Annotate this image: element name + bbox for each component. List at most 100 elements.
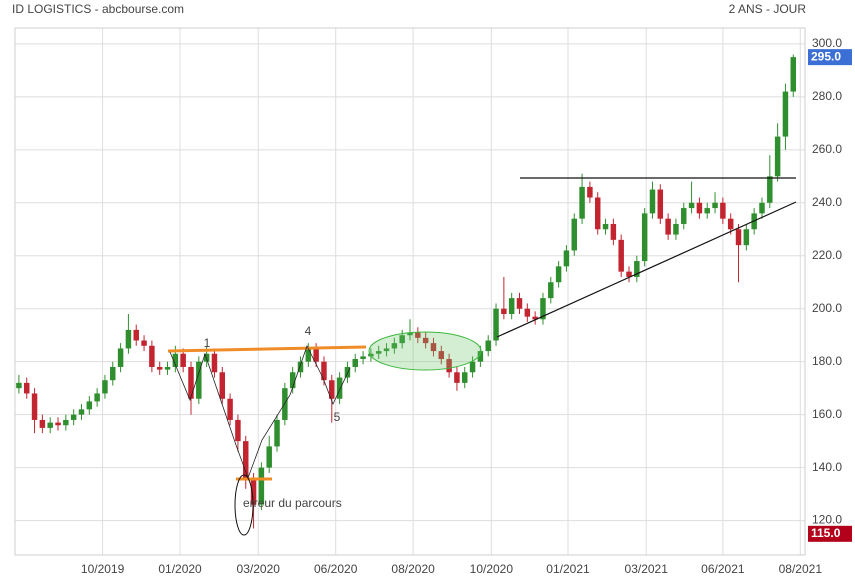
candle-body xyxy=(305,348,312,362)
candle-body xyxy=(274,419,280,447)
candle-body xyxy=(55,422,61,426)
chart-subtitle: 2 ANS - JOUR xyxy=(729,2,807,16)
candle-body xyxy=(289,372,296,389)
candle-body xyxy=(250,478,257,505)
candle-body xyxy=(141,340,147,346)
candle-body xyxy=(610,223,617,240)
candle-body xyxy=(360,356,366,360)
candle-body xyxy=(16,382,22,389)
resistance-line xyxy=(167,345,367,353)
candle-body xyxy=(555,266,562,283)
candle-body xyxy=(156,366,163,370)
last-price-label: 295.0 xyxy=(811,49,841,63)
candle-body xyxy=(282,388,288,420)
candle-body xyxy=(571,218,577,251)
candle-body xyxy=(626,271,632,277)
candle-body xyxy=(446,359,452,373)
candle-body xyxy=(344,366,351,378)
candle-body xyxy=(352,359,358,367)
candle-body xyxy=(172,353,179,367)
x-tick-label: 10/2020 xyxy=(470,562,514,576)
candle-body xyxy=(329,380,335,399)
plot-frame xyxy=(14,27,806,556)
candle-body xyxy=(727,218,734,230)
candle-body xyxy=(336,377,343,399)
candle-body xyxy=(767,176,773,203)
x-tick-label: 03/2021 xyxy=(625,562,669,576)
candle-body xyxy=(125,329,132,349)
candle-body xyxy=(110,366,116,381)
candle-body xyxy=(31,393,38,420)
y-tick-label: 260.0 xyxy=(812,142,842,156)
x-tick-label: 06/2021 xyxy=(701,562,745,576)
candle-body xyxy=(532,316,538,320)
candle-body xyxy=(540,298,546,320)
candle-body xyxy=(462,372,468,383)
candle-body xyxy=(422,337,429,344)
last-price-label-box xyxy=(808,49,852,66)
candle-body xyxy=(508,298,515,315)
candle-body xyxy=(735,229,742,246)
candle-body xyxy=(70,414,77,420)
highlight-ellipse xyxy=(368,331,482,371)
annotation: 4 xyxy=(305,324,312,338)
candle-body xyxy=(790,57,797,92)
candle-body xyxy=(524,308,531,317)
candle-body xyxy=(712,202,718,209)
min-price-label: 115.0 xyxy=(811,526,841,540)
candle-body xyxy=(39,419,46,428)
candle-body xyxy=(235,419,241,442)
candle-body xyxy=(188,366,194,399)
candle-body xyxy=(266,446,272,468)
annotation: erreur du parcours xyxy=(243,496,342,510)
candle-body xyxy=(196,361,202,399)
y-tick-label: 120.0 xyxy=(812,513,842,527)
candle-body xyxy=(618,239,624,272)
candle-body xyxy=(681,208,687,224)
candle-body xyxy=(368,353,374,357)
candle-body xyxy=(657,189,664,219)
chart-title: ID LOGISTICS - abcbourse.com xyxy=(12,2,184,16)
candle-body xyxy=(180,353,186,367)
candle-body xyxy=(548,282,554,299)
trend-line xyxy=(496,201,797,338)
drawings: 1 4 5 erreur du parcours xyxy=(167,177,797,536)
y-tick-label: 180.0 xyxy=(812,354,842,368)
candle-body xyxy=(164,366,171,370)
candle-body xyxy=(493,308,499,341)
candle-body xyxy=(375,351,382,354)
y-tick-label: 200.0 xyxy=(812,301,842,315)
candle-body xyxy=(415,332,421,338)
candle-body xyxy=(665,218,671,235)
candle-body xyxy=(641,213,648,262)
candle-body xyxy=(720,202,726,219)
y-tick-label: 160.0 xyxy=(812,407,842,421)
candle-body xyxy=(47,422,53,428)
y-tick-label: 220.0 xyxy=(812,248,842,262)
candle-body xyxy=(782,91,789,137)
candle-body xyxy=(211,353,218,373)
candle-body xyxy=(313,348,319,362)
wave-line xyxy=(169,344,351,480)
candle-body xyxy=(86,401,93,410)
candle-body xyxy=(563,250,570,267)
candle-body xyxy=(117,348,124,367)
candle-body xyxy=(94,393,100,402)
candle-body xyxy=(391,343,398,349)
y-tick-label: 240.0 xyxy=(812,195,842,209)
candle-body xyxy=(477,351,484,362)
x-tick-label: 08/2021 xyxy=(779,562,823,576)
candle-body xyxy=(430,343,437,352)
candle-body xyxy=(485,340,491,352)
candle-body xyxy=(594,197,601,230)
x-tick-label: 10/2019 xyxy=(81,562,125,576)
candle-body xyxy=(688,202,695,209)
x-tick-label: 08/2020 xyxy=(391,562,435,576)
candle-body xyxy=(743,229,750,246)
candle-body xyxy=(454,372,460,383)
candle-body xyxy=(759,202,765,214)
candle-body xyxy=(78,409,85,415)
y-tick-label: 280.0 xyxy=(812,89,842,103)
candle-body xyxy=(383,348,390,352)
